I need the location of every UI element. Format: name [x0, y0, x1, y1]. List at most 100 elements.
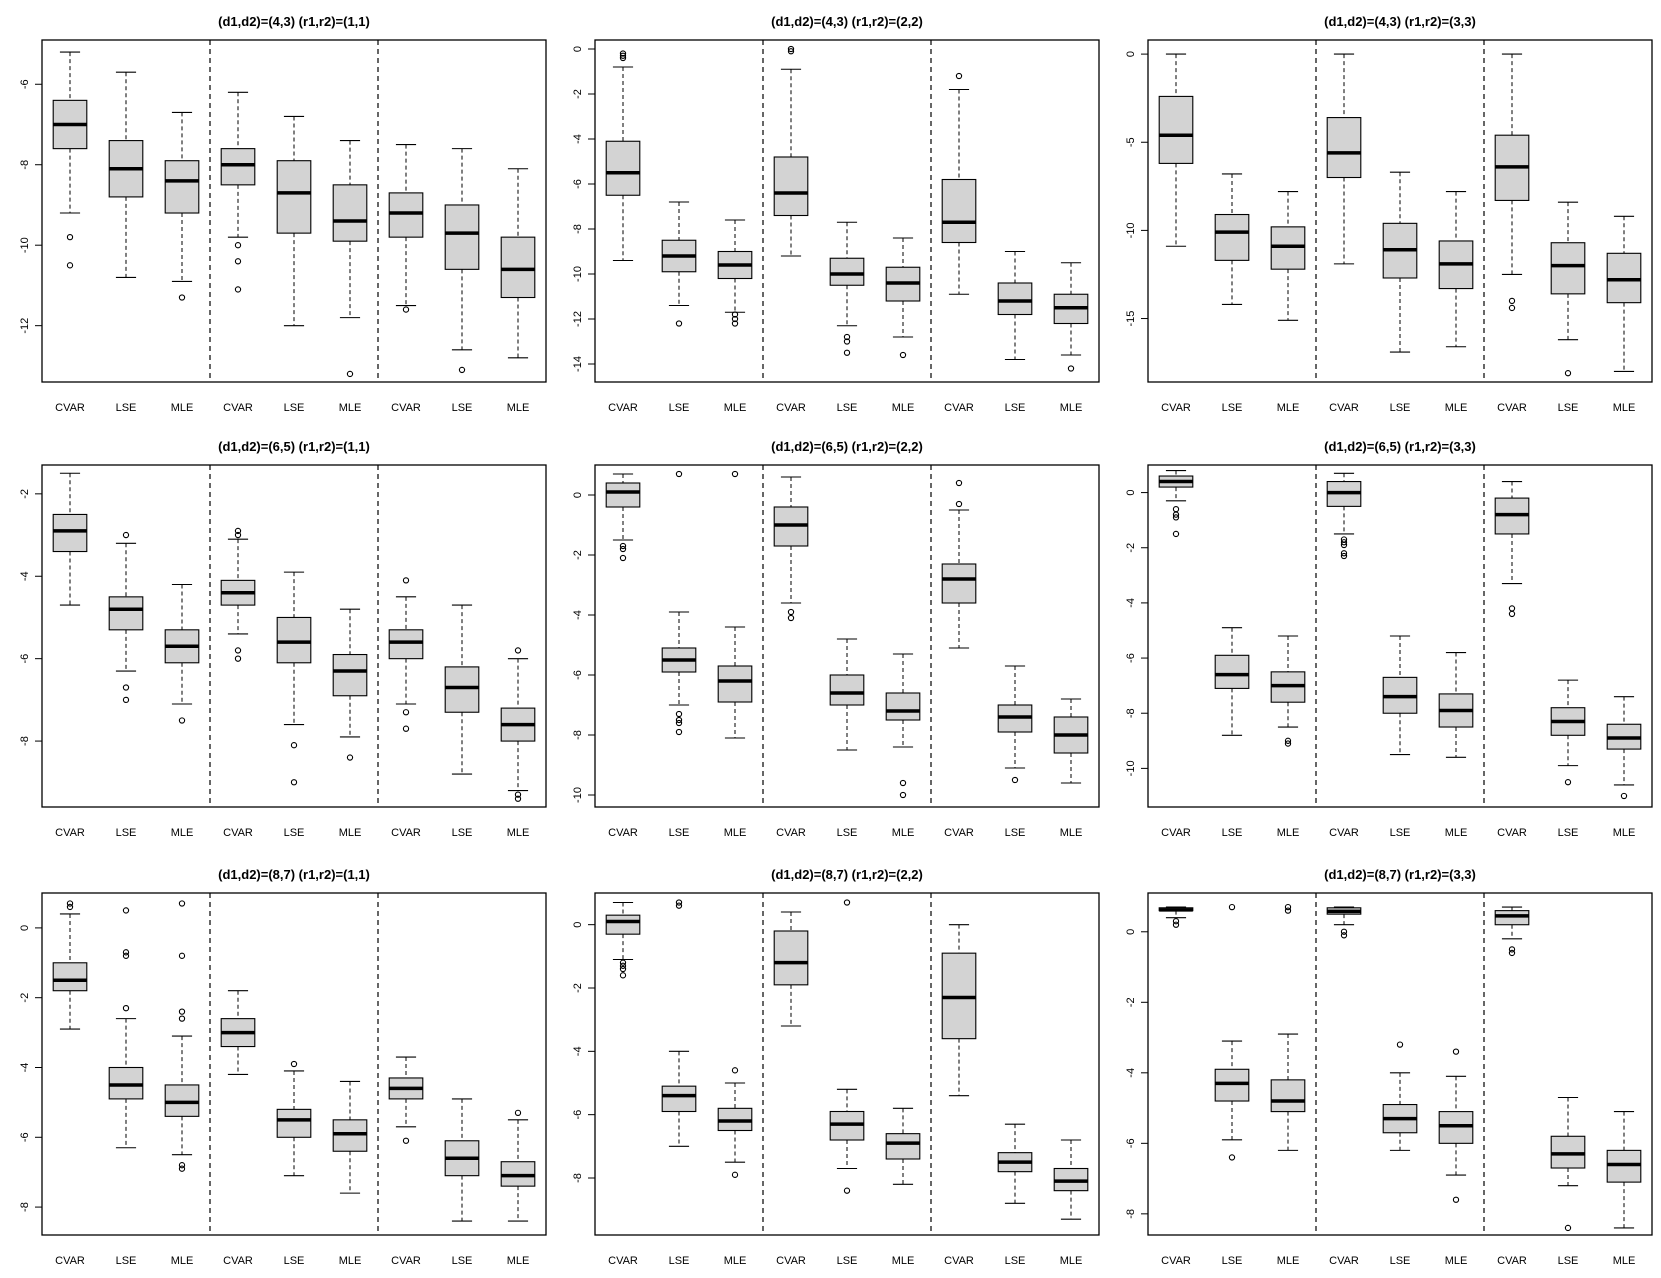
y-tick-label: -8: [19, 1202, 31, 1212]
y-tick-label: -6: [19, 79, 31, 89]
box-cvar: CVAR: [388, 577, 424, 839]
outlier-point: [675, 716, 683, 724]
x-tick-label: LSE: [1005, 1255, 1026, 1267]
y-tick-label: -4: [1125, 1068, 1137, 1078]
box-lse: LSE: [1382, 171, 1418, 414]
box-cvar: CVAR: [605, 901, 641, 1267]
x-tick-label: LSE: [1222, 1255, 1243, 1267]
x-tick-label: LSE: [1005, 402, 1026, 414]
y-tick-label: -2: [19, 993, 31, 1003]
box-cvar: CVAR: [1158, 906, 1194, 1267]
x-tick-label: MLE: [1060, 1255, 1083, 1267]
box-cvar: CVAR: [941, 479, 977, 839]
box-iqr: [1606, 1149, 1642, 1183]
outlier-point: [234, 531, 242, 539]
box-lse: LSE: [276, 1060, 312, 1267]
box-iqr: [500, 236, 536, 299]
x-tick-label: CVAR: [223, 1255, 253, 1267]
plot-frame: [594, 464, 1100, 808]
x-tick-label: CVAR: [391, 402, 421, 414]
outlier-point: [1508, 605, 1516, 612]
chart-title: (d1,d2)=(6,5) (r1,r2)=(2,2): [771, 439, 923, 454]
outlier-point: [178, 717, 186, 724]
outlier-point: [346, 370, 354, 378]
box-iqr: [941, 178, 977, 244]
x-tick-label: LSE: [284, 1255, 305, 1267]
chart-panel-3: (d1,d2)=(4,3) (r1,r2)=(3,3) 0 -5 -10 -15 CVAR…: [1125, 14, 1653, 414]
x-tick-label: MLE: [724, 1255, 747, 1267]
outlier-point: [675, 470, 683, 478]
box-iqr: [605, 914, 641, 935]
outlier-point: [1508, 949, 1516, 957]
box-cvar: CVAR: [220, 527, 256, 839]
outlier-point: [290, 742, 298, 749]
box-iqr: [164, 160, 200, 214]
x-tick-label: CVAR: [223, 827, 253, 839]
x-tick-label: CVAR: [608, 1255, 638, 1267]
outlier-point: [619, 50, 627, 57]
outlier-point: [619, 54, 627, 62]
x-tick-label: CVAR: [776, 402, 806, 414]
y-tick-label: -4: [19, 1063, 31, 1073]
outlier-point: [843, 899, 851, 906]
x-tick-label: LSE: [284, 402, 305, 414]
outlier-point: [899, 779, 907, 787]
box-iqr: [829, 674, 865, 706]
x-tick-label: MLE: [1613, 1255, 1636, 1267]
y-tick-label: 0: [19, 925, 31, 931]
outlier-point: [843, 1187, 851, 1194]
plot-frame: [594, 892, 1100, 1236]
box-iqr: [1214, 213, 1250, 261]
box-lse: LSE: [997, 1123, 1033, 1267]
x-tick-label: MLE: [1060, 402, 1083, 414]
box-iqr: [941, 563, 977, 604]
x-tick-label: MLE: [1445, 402, 1468, 414]
x-tick-label: LSE: [1558, 402, 1579, 414]
outlier-point: [66, 234, 74, 241]
chart-title: (d1,d2)=(6,5) (r1,r2)=(3,3): [1324, 439, 1476, 454]
box-lse: LSE: [108, 907, 144, 1267]
box-iqr: [773, 930, 809, 986]
box-iqr: [1550, 1135, 1586, 1169]
x-tick-label: MLE: [171, 827, 194, 839]
outlier-point: [1172, 921, 1180, 928]
outlier-point: [619, 542, 627, 550]
chart-title: (d1,d2)=(6,5) (r1,r2)=(1,1): [218, 439, 370, 454]
x-tick-label: CVAR: [944, 827, 974, 839]
chart-panel-6: (d1,d2)=(6,5) (r1,r2)=(3,3) 0 -2 -4 -6 -8 -10 C…: [1125, 439, 1653, 839]
y-tick-label: -5: [1125, 137, 1137, 147]
box-iqr: [444, 204, 480, 270]
outlier-point: [178, 952, 186, 959]
outlier-point: [402, 577, 410, 584]
outlier-point: [619, 959, 627, 966]
x-tick-label: LSE: [1222, 827, 1243, 839]
box-cvar: CVAR: [1494, 480, 1530, 839]
box-cvar: CVAR: [52, 472, 88, 839]
box-iqr: [332, 184, 368, 242]
outlier-point: [1228, 903, 1236, 911]
box-iqr: [1438, 1111, 1474, 1144]
box-iqr: [444, 666, 480, 713]
y-tick-label: -6: [19, 1132, 31, 1142]
outlier-point: [955, 479, 963, 487]
y-tick-label: -6: [572, 1110, 584, 1120]
outlier-point: [514, 795, 522, 802]
y-tick-label: -12: [572, 311, 584, 327]
outlier-point: [1284, 737, 1292, 744]
y-tick-label: 0: [1125, 490, 1137, 496]
box-iqr: [388, 192, 424, 238]
y-tick-label: -4: [19, 571, 31, 581]
outlier-point: [1508, 304, 1516, 312]
outlier-point: [1340, 928, 1348, 935]
box-lse: LSE: [108, 531, 144, 839]
box-lse: LSE: [661, 201, 697, 414]
box-iqr: [52, 513, 88, 553]
x-tick-label: MLE: [1277, 402, 1300, 414]
box-mle: MLE: [717, 470, 753, 839]
box-lse: LSE: [444, 148, 480, 414]
y-tick-label: -6: [572, 670, 584, 680]
x-tick-label: LSE: [452, 402, 473, 414]
box-cvar: CVAR: [1494, 53, 1530, 414]
box-mle: MLE: [717, 219, 753, 414]
x-tick-label: LSE: [116, 402, 137, 414]
